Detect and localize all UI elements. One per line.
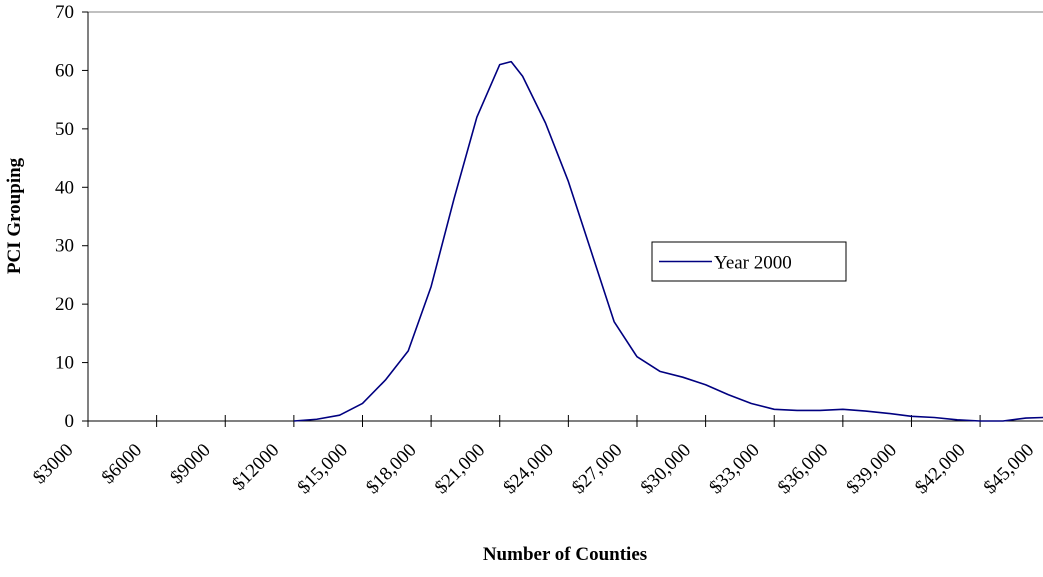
legend-label: Year 2000 (714, 253, 792, 274)
x-tick-label: $6000 (98, 440, 146, 488)
x-tick-label: $9000 (166, 440, 214, 488)
x-tick-label: $21,000 (431, 440, 490, 499)
y-tick-label: 20 (55, 294, 74, 315)
x-tick-label: $33,000 (705, 440, 764, 499)
x-tick-label: $39,000 (842, 440, 901, 499)
y-tick-label: 60 (55, 60, 74, 81)
x-tick-label: $42,000 (911, 440, 970, 499)
x-tick-label: $15,000 (294, 440, 353, 499)
x-tick-label: $30,000 (637, 440, 696, 499)
y-tick-label: 0 (65, 411, 75, 432)
y-tick-label: 30 (55, 236, 74, 257)
y-tick-label: 50 (55, 119, 74, 140)
y-tick-label: 10 (55, 353, 74, 374)
y-tick-label: 40 (55, 177, 74, 198)
x-tick-label: $36,000 (774, 440, 833, 499)
x-axis-title: Number of Counties (483, 544, 647, 565)
x-tick-label: $12000 (228, 440, 283, 495)
x-tick-label: $27,000 (568, 440, 627, 499)
x-tick-label: $24,000 (499, 440, 558, 499)
x-tick-label: $45,000 (980, 440, 1039, 499)
x-tick-label: $3000 (29, 440, 77, 488)
y-axis-title: PCI Grouping (4, 157, 25, 274)
x-tick-label: $18,000 (362, 440, 421, 499)
data-line (293, 60, 1043, 422)
y-tick-label: 70 (55, 2, 74, 23)
